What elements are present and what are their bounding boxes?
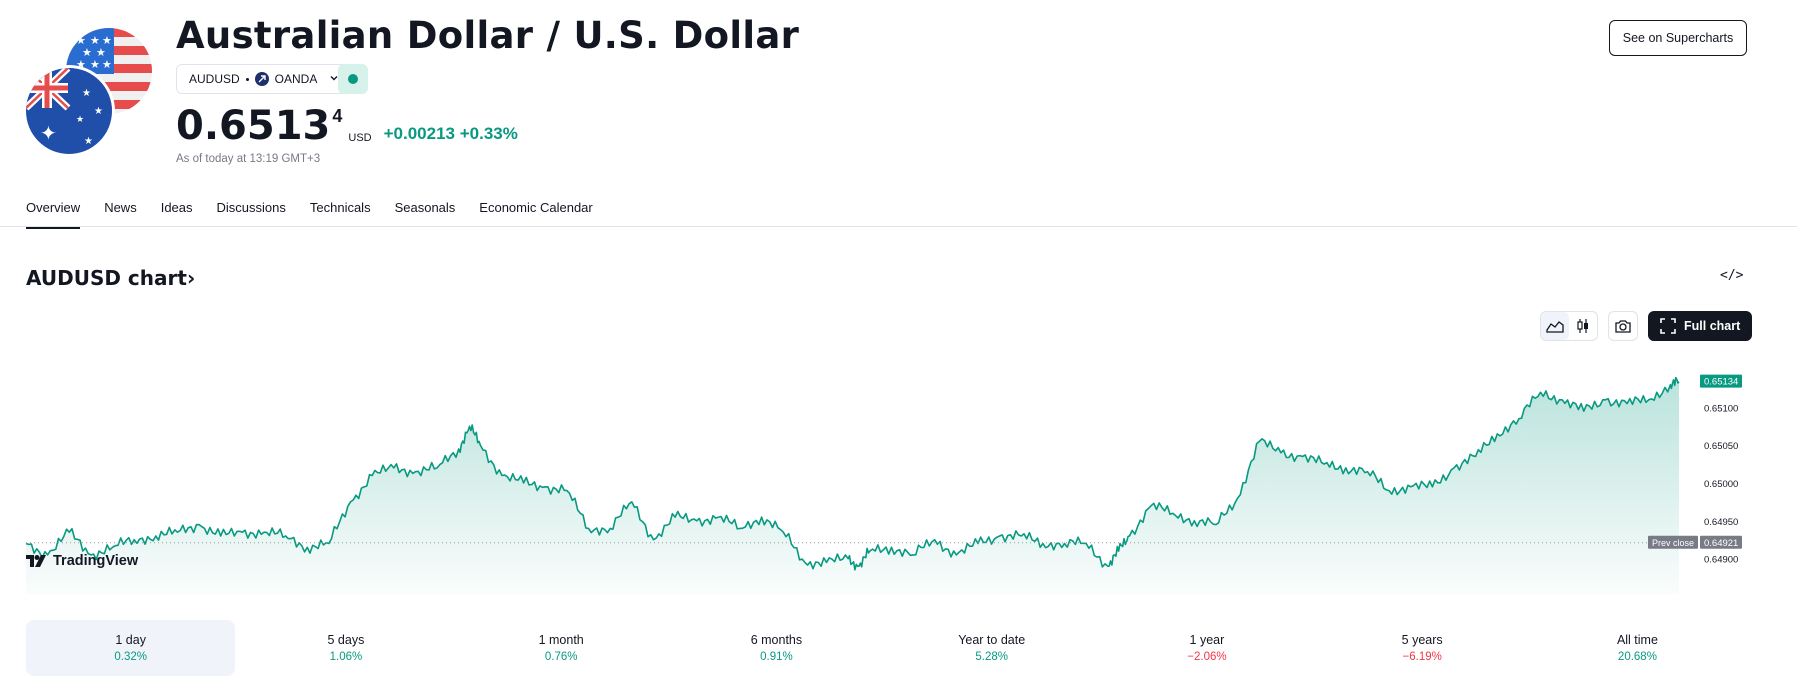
camera-snapshot-icon[interactable] xyxy=(1608,311,1638,341)
period-1-year[interactable]: 1 year −2.06% xyxy=(1102,620,1311,676)
price-line xyxy=(25,376,1680,571)
period-change: 1.06% xyxy=(329,651,363,663)
svg-text:★: ★ xyxy=(84,136,93,147)
price-area-fill xyxy=(26,377,1679,594)
svg-text:★: ★ xyxy=(82,88,91,99)
last-price: 0.6513 xyxy=(176,103,331,149)
tabs-divider xyxy=(0,226,1797,227)
price-currency: USD xyxy=(348,132,372,144)
svg-text:★: ★ xyxy=(102,58,112,71)
period-6-months[interactable]: 6 months 0.91% xyxy=(672,620,881,676)
prev-close-value: 0.64921 xyxy=(1704,538,1738,549)
tab-news[interactable]: News xyxy=(104,200,137,215)
period-change: 0.32% xyxy=(114,651,147,663)
prev-close-tag xyxy=(1648,535,1698,549)
period-change: 5.28% xyxy=(975,651,1008,663)
y-tick-label: 0.65100 xyxy=(1704,403,1738,414)
chart-title-text: AUDUSD chart xyxy=(26,266,187,290)
svg-text:★: ★ xyxy=(82,46,92,59)
period-change: 20.68% xyxy=(1617,651,1657,663)
svg-text:★: ★ xyxy=(76,115,84,125)
last-price-pip: 4 xyxy=(332,106,343,126)
svg-text:★: ★ xyxy=(90,34,100,47)
y-tick-label: 0.65050 xyxy=(1704,441,1738,452)
price-change: +0.00213 +0.33% xyxy=(383,124,518,143)
page-title: Australian Dollar / U.S. Dollar xyxy=(176,14,800,57)
period-5-days[interactable]: 5 days 1.06% xyxy=(241,620,450,676)
tab-overview[interactable]: Overview xyxy=(26,200,81,229)
tab-seasonals[interactable]: Seasonals xyxy=(394,200,456,215)
period-label: 5 years xyxy=(1401,633,1443,647)
market-status-button[interactable] xyxy=(338,64,368,94)
fullscreen-icon xyxy=(1660,318,1676,334)
tradingview-logo-text: TradingView xyxy=(53,553,139,569)
tab-economic-calendar[interactable]: Economic Calendar xyxy=(479,200,593,215)
chart-toolbar: Full chart xyxy=(1540,311,1753,341)
oanda-logo-icon xyxy=(254,72,269,86)
period-label: 1 year xyxy=(1189,633,1225,647)
svg-text:★: ★ xyxy=(76,34,86,47)
currency-flags: ★ ★ ★ ★ ★ ★ ★ ★ ✦ ★ ★ ★ ★ xyxy=(24,28,154,158)
price-chart[interactable]: 0.65100 0.65050 0.65000 0.64950 0.64900 0.651… xyxy=(0,350,1797,600)
australia-flag-icon: ✦ ★ ★ ★ ★ xyxy=(26,68,112,154)
period-change: −2.06% xyxy=(1187,651,1227,663)
last-price-label: 0.65134 xyxy=(1704,377,1738,388)
svg-text:★: ★ xyxy=(76,58,86,71)
svg-text:★: ★ xyxy=(94,106,103,117)
price-block: 0.6513 4 USD +0.00213 +0.33% xyxy=(176,104,518,148)
performance-periods: 1 day 0.32% 5 days 1.06% 1 month 0.76% 6 month… xyxy=(26,620,1748,676)
tradingview-logo-icon xyxy=(26,555,46,567)
period-label: 6 months xyxy=(750,633,803,647)
full-chart-label: Full chart xyxy=(1684,319,1741,333)
period-label: 1 day xyxy=(115,633,146,647)
tradingview-logo: TradingView xyxy=(26,553,138,569)
chart-title-link[interactable]: AUDUSD chart› xyxy=(26,266,195,290)
candles-chart-style-icon[interactable] xyxy=(1569,312,1597,340)
svg-text:★: ★ xyxy=(96,46,106,59)
area-chart-style-icon[interactable] xyxy=(1541,312,1569,340)
period-change: 0.91% xyxy=(760,651,793,663)
symbol-label: AUDUSD xyxy=(189,72,240,86)
price-timestamp: As of today at 13:19 GMT+3 xyxy=(176,153,321,165)
svg-text:★: ★ xyxy=(102,34,112,47)
period-5-years[interactable]: 5 years −6.19% xyxy=(1318,620,1527,676)
prev-close-label: Prev close xyxy=(1652,538,1694,548)
period-1-month[interactable]: 1 month 0.76% xyxy=(457,620,666,676)
separator-dot xyxy=(245,77,249,81)
chart-style-toggle xyxy=(1540,311,1598,341)
period-change: 0.76% xyxy=(544,651,578,663)
market-open-dot-icon xyxy=(348,74,358,84)
period-year-to-date[interactable]: Year to date 5.28% xyxy=(887,620,1096,676)
period-label: All time xyxy=(1616,633,1658,647)
period-label: 1 month xyxy=(538,633,584,647)
period-all-time[interactable]: All time 20.68% xyxy=(1533,620,1742,676)
y-tick-label: 0.65000 xyxy=(1704,479,1738,490)
svg-text:★: ★ xyxy=(90,58,100,71)
period-label: 5 days xyxy=(327,633,365,647)
symbol-selector[interactable]: AUDUSD OANDA xyxy=(176,64,351,94)
period-label: Year to date xyxy=(958,633,1026,647)
prev-close-value-tag xyxy=(1700,535,1742,549)
period-change: −6.19% xyxy=(1402,651,1442,663)
see-on-supercharts-button[interactable]: See on Supercharts xyxy=(1609,20,1747,56)
y-tick-label: 0.64950 xyxy=(1704,517,1738,528)
period-1-day[interactable]: 1 day 0.32% xyxy=(26,620,236,676)
chevron-down-icon xyxy=(329,73,339,86)
svg-text:✦: ✦ xyxy=(40,121,57,145)
tab-technicals[interactable]: Technicals xyxy=(309,200,371,215)
chevron-right-icon: › xyxy=(186,266,196,290)
last-price-tag xyxy=(1700,374,1742,388)
tab-ideas[interactable]: Ideas xyxy=(160,200,193,215)
exchange-label: OANDA xyxy=(274,72,318,86)
y-tick-label: 0.64900 xyxy=(1704,555,1738,566)
section-tabs: Overview News Ideas Discussions Technica… xyxy=(26,200,593,229)
embed-code-icon[interactable]: </> xyxy=(1720,268,1744,283)
full-chart-button[interactable]: Full chart xyxy=(1648,311,1753,341)
tab-discussions[interactable]: Discussions xyxy=(216,200,286,215)
